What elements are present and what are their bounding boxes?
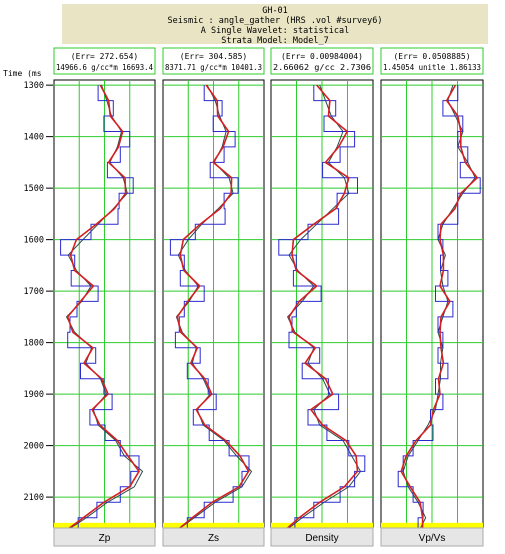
header-well: GH-01: [262, 6, 288, 16]
y-tick-label: 1300: [24, 81, 44, 91]
tracks: (Err= 272.654)14966.6 g/cc*m 16693.4Zp(E…: [53, 47, 484, 547]
marker-band: [381, 522, 483, 528]
y-tick-label: 1500: [24, 184, 44, 194]
track-scale-label: 1.45054 unitle 1.86133: [383, 63, 481, 72]
track-scale-box: [162, 47, 265, 75]
track-err-label: (Err= 0.0508885): [393, 52, 470, 61]
track-footer: [380, 527, 484, 547]
curve-series-3: [287, 84, 359, 529]
track-zp: (Err= 272.654) 14966.6 g/cc*m 16693.4 Zp: [53, 47, 156, 547]
curve-series-2: [278, 85, 366, 529]
track-scale-box: [270, 47, 374, 75]
track-err-label: (Err= 272.654): [71, 52, 138, 61]
track-name: Vp/Vs: [419, 533, 446, 544]
track-err-label: (Err= 304.585): [180, 52, 247, 61]
track-density: (Err= 0.00984004) 2.66062 g/cc 2.7306 Dens…: [270, 47, 374, 547]
track-footer: [270, 527, 374, 547]
marker-band: [163, 522, 264, 528]
header-seismic: Seismic : angle_gather (HRS .vol #survey…: [168, 16, 383, 26]
track-scale-label: 8371.71 g/cc*m 10401.3: [165, 63, 262, 72]
y-tick-label: 2100: [24, 493, 44, 503]
track-scale-label: 2.66062 g/cc 2.7306: [273, 63, 372, 72]
track-name: Zs: [208, 533, 219, 544]
curve-series-2: [60, 85, 140, 529]
track-footer: [53, 527, 156, 547]
header-panel: [62, 4, 488, 44]
track-vpvs: (Err= 0.0508885) 1.45054 unitle 1.86133 Vp…: [380, 47, 484, 547]
curve-series-2: [169, 85, 250, 529]
track-err-label: (Err= 0.00984004): [281, 52, 363, 61]
track-name: Density: [305, 533, 338, 544]
curve-series-3: [400, 84, 479, 528]
marker-band: [271, 522, 373, 528]
curve-series-3: [66, 84, 140, 529]
header-model: Strata Model: Model_7: [221, 36, 328, 46]
marker-band: [54, 522, 155, 528]
y-tick-label: 2000: [24, 442, 44, 452]
track-scale-box: [380, 47, 484, 75]
curve-series-3: [176, 84, 250, 529]
y-axis: 1300 1400 1500 1600 1700 1800 1900 2000 2100: [24, 81, 53, 503]
track-zs: (Err= 304.585) 8371.71 g/cc*m 10401.3 Zs: [162, 47, 265, 547]
y-axis-label: Time (ms: [3, 69, 42, 78]
track-scale-box: [53, 47, 156, 75]
track-footer: [162, 527, 265, 547]
y-tick-label: 1400: [24, 133, 44, 143]
track-name: Zp: [99, 533, 111, 544]
y-tick-label: 1700: [24, 287, 44, 297]
y-tick-label: 1600: [24, 236, 44, 246]
y-tick-label: 1800: [24, 339, 44, 349]
y-tick-label: 1900: [24, 390, 44, 400]
header-wavelet: A Single Wavelet: statistical: [201, 26, 349, 36]
track-scale-label: 14966.6 g/cc*m 16693.4: [56, 63, 153, 72]
